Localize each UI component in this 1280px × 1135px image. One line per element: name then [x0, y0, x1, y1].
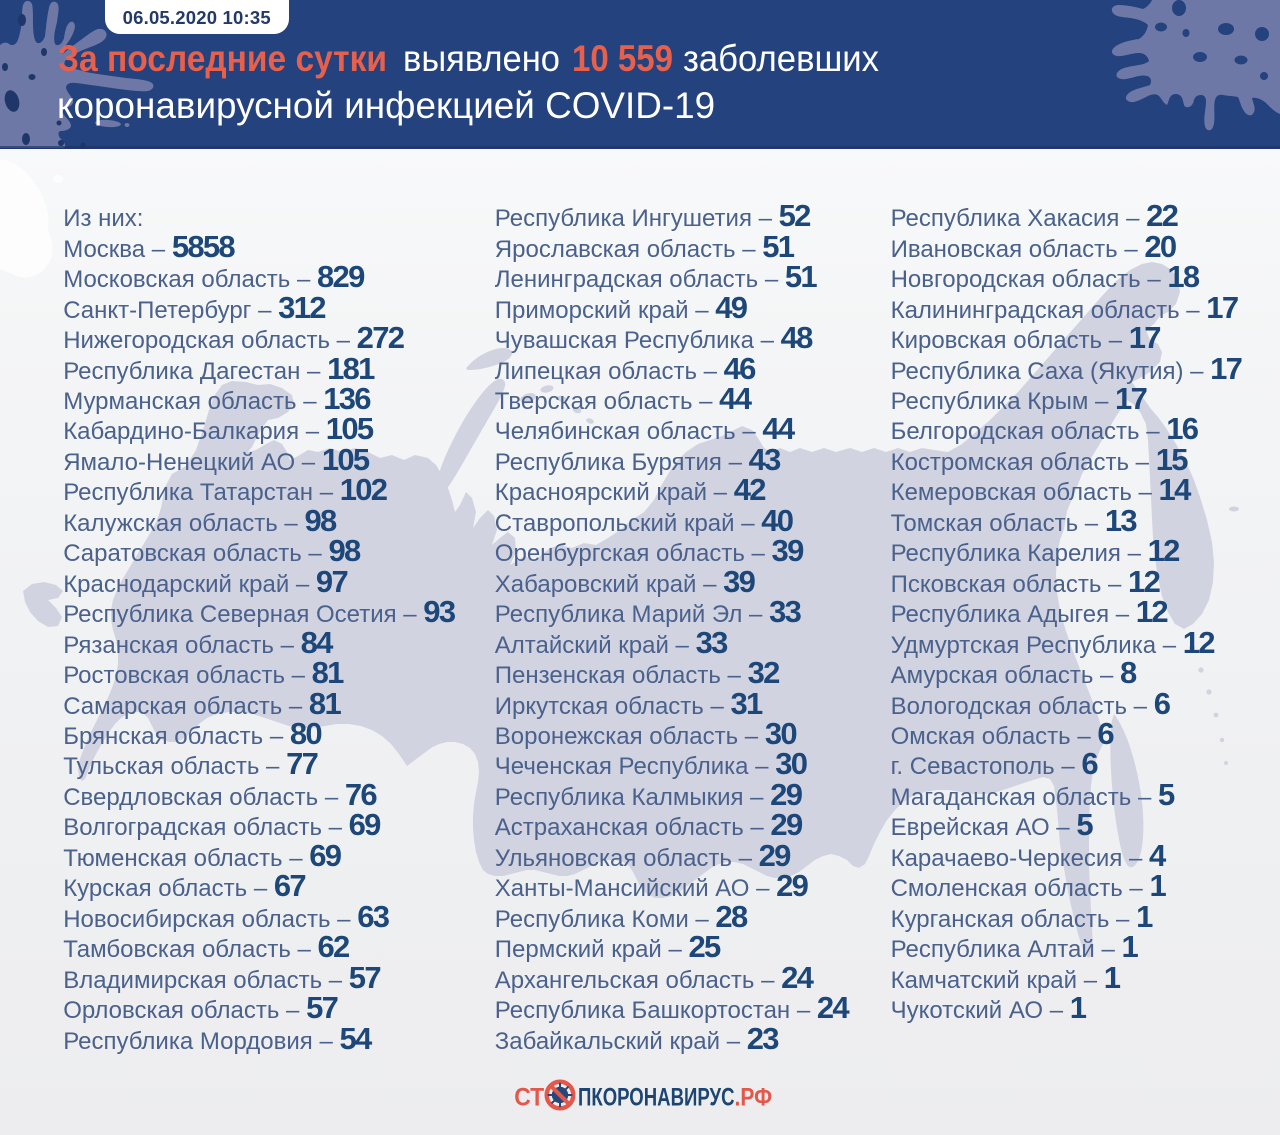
svg-text:ПКОРОНАВИРУС: ПКОРОНАВИРУС [578, 1084, 735, 1112]
svg-text:СТ: СТ [514, 1084, 544, 1112]
svg-text:.РФ: .РФ [735, 1084, 773, 1112]
